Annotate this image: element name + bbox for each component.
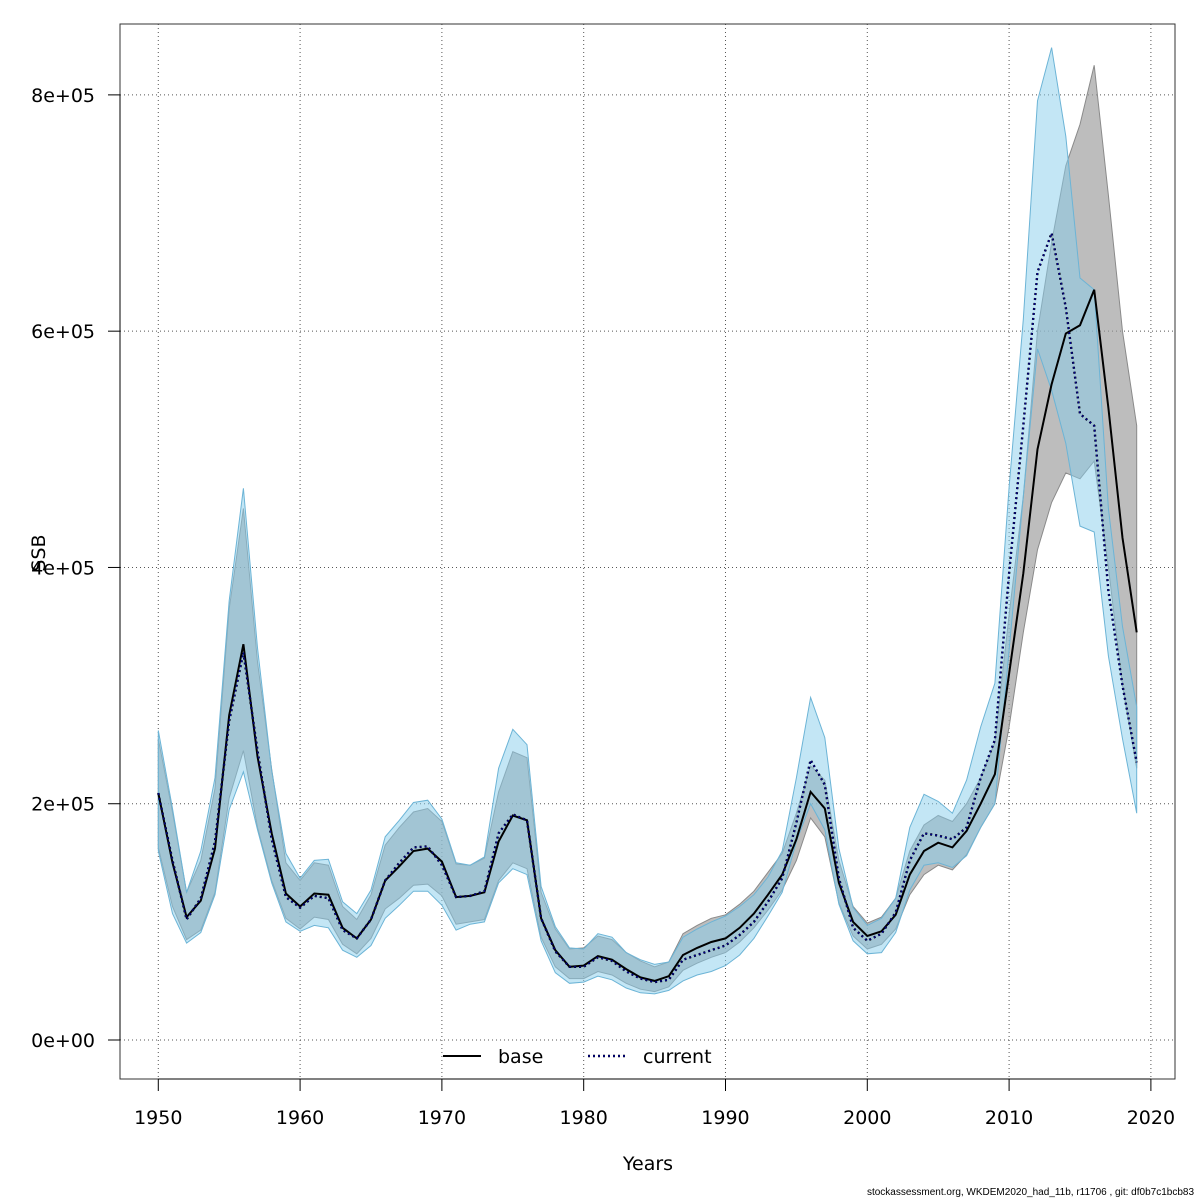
y-tick-label: 0e+00	[31, 1030, 95, 1052]
x-tick-label: 2020	[1127, 1107, 1175, 1129]
y-tick-label: 4e+05	[31, 557, 95, 579]
y-axis: 0e+00 2e+05 4e+05 6e+05 8e+05	[31, 85, 121, 1052]
y-axis-label: SSB	[28, 534, 50, 571]
x-tick-label: 1950	[134, 1107, 182, 1129]
legend: base current	[443, 1046, 712, 1068]
legend-label-current: current	[643, 1046, 712, 1068]
confidence-bands	[157, 47, 1138, 995]
x-tick-label: 2010	[985, 1107, 1033, 1129]
y-tick-label: 8e+05	[31, 85, 95, 107]
series-lines	[157, 228, 1138, 984]
y-tick-label: 6e+05	[31, 321, 95, 343]
legend-label-base: base	[498, 1046, 543, 1068]
x-tick-label: 1970	[418, 1107, 466, 1129]
line-current	[157, 230, 1138, 983]
footer-credit: stockassessment.org, WKDEM2020_had_11b, …	[866, 1187, 1194, 1198]
x-axis: 1950 1960 1970 1980 1990 2000 2010 2020	[134, 1078, 1175, 1129]
x-tick-label: 1960	[276, 1107, 324, 1129]
x-axis-label: Years	[622, 1153, 673, 1175]
line-current-outline	[157, 228, 1138, 984]
y-tick-label: 2e+05	[31, 794, 95, 816]
x-tick-label: 1990	[701, 1107, 749, 1129]
band-base	[157, 65, 1138, 993]
band-current	[157, 47, 1138, 995]
x-tick-label: 1980	[560, 1107, 608, 1129]
x-tick-label: 2000	[843, 1107, 891, 1129]
